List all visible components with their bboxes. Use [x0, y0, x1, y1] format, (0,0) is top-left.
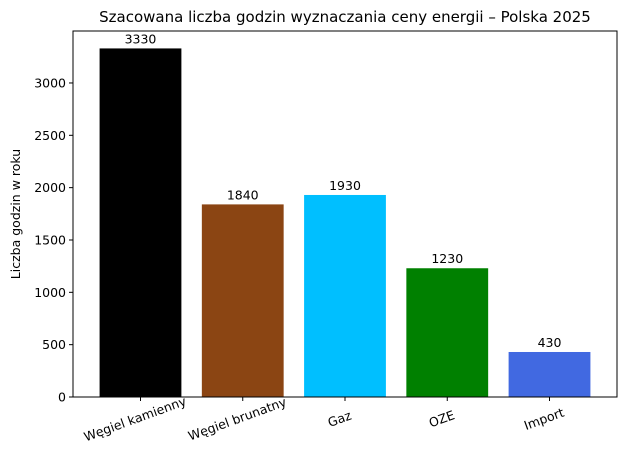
y-tick-label: 500	[42, 337, 66, 352]
y-tick-label: 1500	[34, 232, 66, 247]
y-tick-label: 0	[58, 390, 66, 405]
plot-frame	[72, 30, 618, 398]
bar	[201, 204, 284, 397]
y-tick-label: 1000	[34, 285, 66, 300]
bar	[99, 48, 182, 398]
data-label: 1840	[227, 187, 259, 202]
x-tick-label: OZE	[427, 407, 457, 430]
bar	[304, 194, 386, 397]
x-tick-label: Gaz	[326, 407, 354, 429]
data-label: 3330	[125, 31, 157, 46]
y-tick-label: 2500	[34, 128, 66, 143]
data-label: 430	[538, 335, 562, 350]
chart-title: Szacowana liczba godzin wyznaczania ceny…	[99, 8, 591, 26]
x-tick-label: Węgiel kamienny	[82, 393, 189, 444]
y-tick-label: 3000	[34, 75, 66, 90]
x-tick-label: Węgiel brunatny	[186, 394, 289, 444]
bar	[508, 351, 591, 397]
data-label: 1930	[329, 178, 361, 193]
y-tick-label: 2000	[34, 180, 66, 195]
bar	[406, 268, 489, 397]
x-tick-label: Import	[522, 405, 566, 433]
data-label: 1230	[431, 251, 463, 266]
y-axis-label: Liczba godzin w roku	[8, 149, 23, 279]
